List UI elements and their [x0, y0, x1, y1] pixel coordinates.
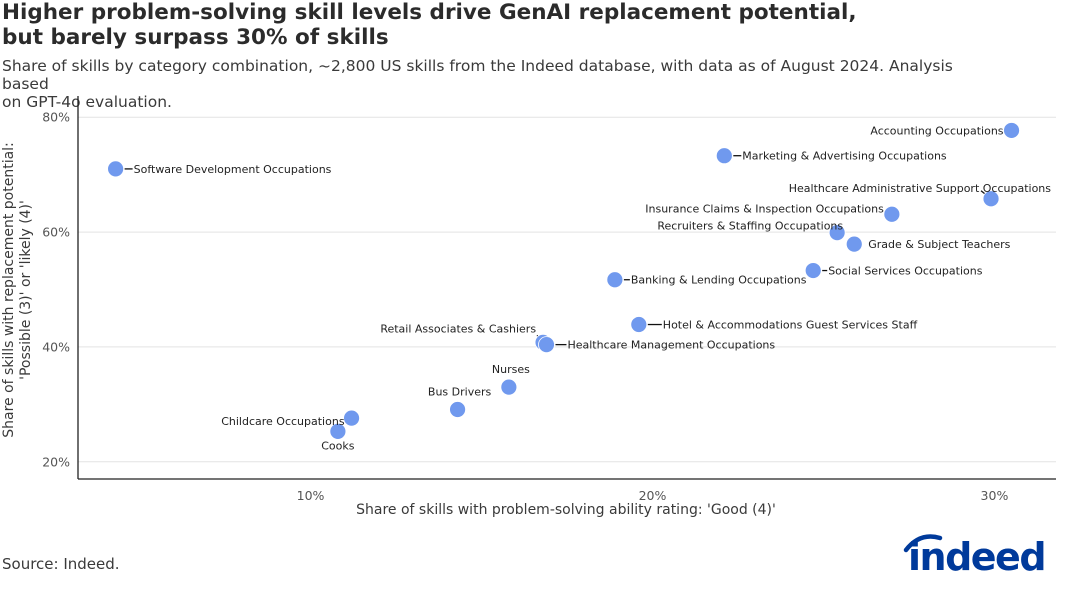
data-point — [538, 336, 555, 354]
data-point — [449, 401, 466, 418]
tick-labels: 20% 40% 60% 80% 10% 20% 30% — [42, 110, 1008, 503]
point-label: Healthcare Management Occupations — [567, 339, 775, 352]
chart-title-line-2: but barely surpass 30% of skills — [2, 25, 389, 50]
point-label: Recruiters & Staffing Occupations — [657, 220, 843, 233]
point-label: Insurance Claims & Inspection Occupation… — [645, 202, 884, 215]
data-point — [343, 409, 360, 427]
x-tick-label: 10% — [297, 488, 325, 503]
point-label: Software Development Occupations — [134, 163, 332, 176]
data-point — [845, 235, 863, 253]
y-tick-label: 60% — [42, 225, 70, 240]
y-axis-title-line-1: Share of skills with replacement potenti… — [1, 142, 17, 438]
chart-subtitle-line-2: on GPT-4o evaluation. — [2, 93, 172, 111]
chart-title: Higher problem-solving skill levels driv… — [2, 0, 1002, 50]
y-tick-label: 20% — [42, 454, 70, 469]
x-axis-title: Share of skills with problem-solving abi… — [356, 502, 776, 518]
point-label: Cooks — [321, 439, 355, 452]
source-note: Source: Indeed. — [2, 555, 120, 573]
point-label: Grade & Subject Teachers — [868, 238, 1010, 251]
indeed-logo: indeed — [900, 528, 1050, 582]
chart-subtitle: Share of skills by category combination,… — [2, 57, 992, 111]
point-label: Marketing & Advertising Occupations — [742, 150, 947, 163]
data-point — [804, 262, 822, 279]
data-points — [107, 122, 1020, 440]
data-point — [500, 378, 518, 396]
y-axis-title-line-2: 'Possible (3)' or 'likely (4)' — [18, 200, 34, 380]
data-point — [329, 422, 347, 440]
data-point — [828, 224, 846, 242]
chart-title-line-1: Higher problem-solving skill levels driv… — [2, 0, 857, 25]
data-point — [1003, 122, 1020, 139]
data-point — [606, 271, 624, 289]
x-tick-label: 30% — [981, 488, 1009, 503]
y-tick-label: 80% — [42, 110, 70, 125]
indeed-logo-mark: indeed — [903, 534, 1047, 579]
point-label: Retail Associates & Cashiers — [380, 322, 536, 335]
point-label: Childcare Occupations — [221, 415, 345, 428]
point-label: Banking & Lending Occupations — [631, 274, 807, 287]
point-label: Accounting Occupations — [870, 124, 1003, 137]
point-label: Nurses — [492, 363, 530, 376]
point-label: Hotel & Accommodations Guest Services St… — [663, 319, 918, 332]
data-point — [715, 147, 733, 165]
data-point — [883, 205, 901, 223]
data-point — [107, 160, 125, 178]
chart-subtitle-line-1: Share of skills by category combination,… — [2, 57, 953, 93]
x-tick-label: 20% — [639, 488, 667, 503]
data-point — [982, 190, 1000, 208]
axes — [77, 96, 1056, 480]
point-label: Bus Drivers — [428, 386, 492, 399]
point-label: Healthcare Administrative Support Occupa… — [789, 182, 1052, 195]
data-point — [630, 316, 648, 333]
logo-wordmark: indeed — [908, 535, 1045, 578]
point-label: Social Services Occupations — [828, 265, 983, 278]
gridlines — [78, 116, 1056, 463]
point-labels: Software Development Occupations Accounti… — [134, 124, 1052, 452]
y-tick-label: 40% — [42, 339, 70, 354]
